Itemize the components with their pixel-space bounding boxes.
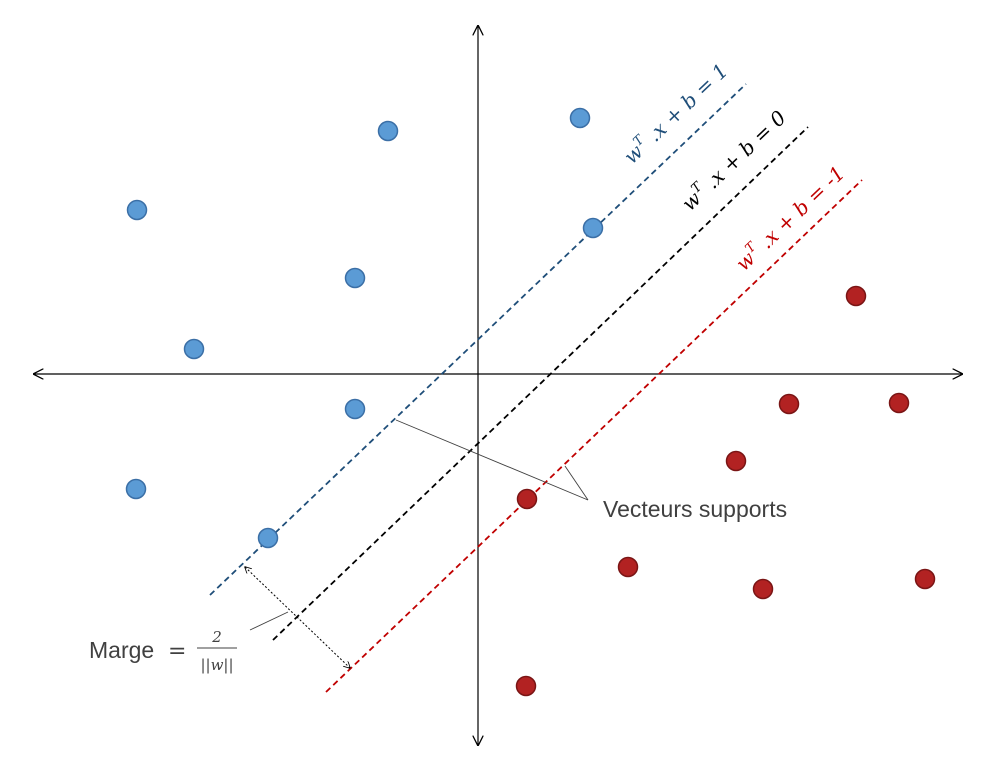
hyperplane-line bbox=[272, 126, 809, 641]
red-point bbox=[617, 556, 639, 578]
blue-point bbox=[569, 107, 591, 129]
blue-point bbox=[344, 398, 366, 420]
margin-denominator: ||w|| bbox=[200, 656, 233, 674]
negative-margin-label: wT .x + b = -1 bbox=[730, 160, 849, 275]
margin-word: Marge bbox=[89, 637, 154, 663]
red-point bbox=[752, 578, 774, 600]
positive-margin-line bbox=[209, 83, 747, 596]
red-point bbox=[888, 392, 910, 414]
red-point bbox=[516, 488, 538, 510]
red-point bbox=[725, 450, 747, 472]
negative-margin-line bbox=[325, 179, 863, 693]
margin-numerator: 2 bbox=[211, 628, 222, 646]
margin-arrow bbox=[245, 567, 350, 668]
blue-points bbox=[125, 107, 604, 549]
blue-point bbox=[126, 199, 148, 221]
blue-point bbox=[125, 478, 147, 500]
red-points bbox=[515, 285, 936, 697]
red-point bbox=[914, 568, 936, 590]
red-point bbox=[515, 675, 537, 697]
blue-point bbox=[257, 527, 279, 549]
margin-callout-line bbox=[249, 611, 289, 631]
blue-point bbox=[344, 267, 366, 289]
blue-point bbox=[377, 120, 399, 142]
red-point bbox=[845, 285, 867, 307]
red-point bbox=[778, 393, 800, 415]
support-callout-line-1 bbox=[395, 419, 589, 501]
support-callout-line-2 bbox=[564, 465, 589, 501]
blue-point bbox=[582, 217, 604, 239]
blue-point bbox=[183, 338, 205, 360]
support-vectors-label: Vecteurs supports bbox=[603, 496, 787, 522]
margin-equals: = bbox=[168, 639, 186, 664]
